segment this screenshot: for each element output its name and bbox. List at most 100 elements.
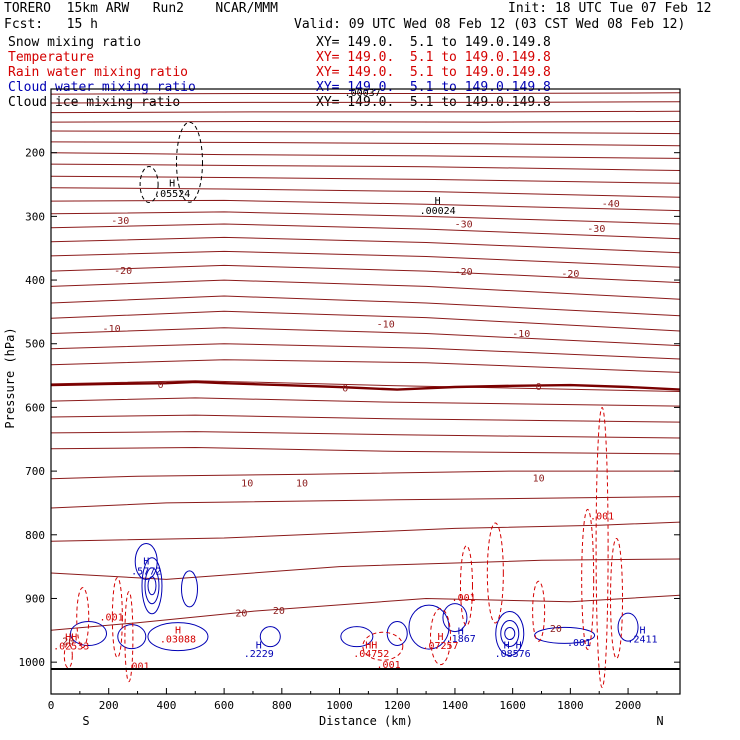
- rain-contour-4: [486, 522, 504, 624]
- field-value-label: .001: [377, 660, 401, 671]
- field-value-label: .02533: [53, 642, 89, 653]
- isotherm-t30: [50, 521, 681, 542]
- isotherm-t17: [50, 279, 681, 300]
- isotherm-t18: [50, 295, 681, 317]
- field-value-label: .001: [567, 638, 591, 649]
- legend-label-rain: Rain water mixing ratio: [8, 65, 189, 80]
- cloud-water-contour-9: [408, 604, 450, 650]
- isotherm-t31: [50, 558, 681, 580]
- field-value-label: .04752: [353, 649, 389, 660]
- cloud-water-contour-6: [147, 622, 209, 652]
- isotherm-t29: [50, 496, 681, 509]
- isotherm-t11: [50, 199, 681, 212]
- rain-contour-10: [430, 608, 452, 666]
- snow-contour-upper: [175, 121, 203, 203]
- freezing-line-group: [50, 380, 681, 391]
- isotherm-t2: [50, 101, 681, 104]
- isotherm-label: -20: [561, 269, 579, 280]
- field-value-label: .001: [452, 593, 476, 604]
- y-tick-label: 300: [25, 210, 45, 223]
- header-init: Init: 18 UTC Tue 07 Feb 12: [508, 1, 712, 16]
- cloud-water-contour-1: [141, 557, 163, 615]
- rain-contour-6: [595, 407, 609, 689]
- field-value-label: H: [639, 626, 645, 637]
- isotherm-label: 20: [235, 608, 247, 619]
- field-value-label: H: [438, 632, 444, 643]
- isotherm-t14: [50, 236, 681, 254]
- isotherm-label: -20: [114, 266, 132, 277]
- snow-contour-small: [139, 166, 159, 204]
- rain-contour-8: [610, 537, 624, 659]
- isotherm-t28: [50, 470, 680, 480]
- x-tick-label: 1000: [326, 699, 353, 712]
- field-value-label: .03088: [160, 635, 196, 646]
- field-value-label: .001: [100, 612, 124, 623]
- legend-xy-temperature: XY= 149.0. 5.1 to 149.0.149.8: [316, 50, 551, 65]
- isotherm-t16: [50, 264, 681, 284]
- legend-xy-cloud-water: XY= 149.0. 5.1 to 149.0.149.8: [316, 80, 551, 95]
- isotherm-t9: [50, 175, 681, 184]
- isotherm-label: 10: [533, 473, 545, 484]
- x-tick-label: 1400: [442, 699, 469, 712]
- legend-xy-rain: XY= 149.0. 5.1 to 149.0.149.8: [316, 65, 551, 80]
- rain-contour-0: [76, 587, 90, 649]
- end-label-south: S: [82, 714, 89, 728]
- isotherm-label: -10: [512, 329, 530, 340]
- rain-contour-3: [459, 545, 473, 627]
- field-value-label: .00024: [420, 206, 456, 217]
- isotherm-t24: [50, 397, 681, 407]
- x-tick-label: 0: [48, 699, 55, 712]
- field-value-label: H: [458, 626, 464, 637]
- legend-label-snow: Snow mixing ratio: [8, 35, 142, 50]
- rain-contour-5: [532, 580, 546, 642]
- y-tick-label: 900: [25, 592, 45, 605]
- isotherm-t22: [50, 359, 681, 373]
- y-tick-label: 200: [25, 147, 45, 160]
- rain-contour-7: [581, 508, 595, 650]
- rain-contour-11: [63, 643, 73, 669]
- y-tick-label: 600: [25, 401, 45, 414]
- field-value-label: .05524: [154, 189, 190, 200]
- isotherm-label: 10: [296, 479, 308, 490]
- cloud-water-contour-8: [340, 626, 374, 648]
- y-tick-label: 1000: [19, 656, 46, 669]
- x-tick-label: 200: [99, 699, 119, 712]
- isotherm-label: 0: [536, 382, 542, 393]
- isotherm-t21: [50, 343, 681, 360]
- isotherm-t32: [50, 594, 681, 631]
- isotherm-label: -30: [111, 216, 129, 227]
- isotherm-label: 0: [342, 384, 348, 395]
- freezing-line: [50, 380, 681, 391]
- legend-label-temperature: Temperature: [8, 50, 95, 65]
- isotherm-t12: [50, 211, 681, 225]
- y-tick-label: 500: [25, 338, 45, 351]
- cloud-water-contour-10: [442, 603, 468, 633]
- cloud-water-contour-11: [495, 611, 525, 656]
- isotherm-t19: [50, 310, 681, 332]
- contour-labels: -40 -30 -30 -30 -20 -20 -20 -10 -10 -10 0 0 0 10 10 10 2…: [53, 88, 657, 672]
- rain-contour-2: [124, 591, 134, 683]
- x-axis-label: Distance (km): [319, 714, 413, 728]
- isotherm-t1: [50, 92, 681, 95]
- header-fcst: Fcst: 15 h: [4, 17, 98, 32]
- isotherm-t15: [50, 250, 681, 268]
- isotherm-label: -10: [103, 324, 121, 335]
- isotherm-t26: [50, 431, 681, 439]
- isotherm-t23: [50, 380, 681, 392]
- isotherm-t25: [50, 414, 681, 423]
- legend-xy-snow: XY= 149.0. 5.1 to 149.0.149.8: [316, 35, 551, 50]
- cloud-water-contour-5: [117, 624, 147, 650]
- field-value-label: .5772: [131, 566, 161, 577]
- cloud-water-contour-12: [500, 620, 520, 647]
- cloud-water-contour-3: [147, 576, 157, 596]
- isotherm-label: -30: [587, 224, 605, 235]
- field-value-label: H: [256, 640, 262, 651]
- cloud-water-contour-4: [180, 570, 198, 608]
- cloud-water-contour-13: [504, 627, 516, 640]
- legend-label-cloud-water: Cloud water mixing ratio: [8, 80, 196, 95]
- isotherm-t4: [50, 120, 681, 123]
- y-axis-label: Pressure (hPa): [3, 327, 17, 428]
- isotherm-label: 20: [62, 637, 74, 648]
- x-tick-label: 1600: [499, 699, 526, 712]
- isotherm-t20: [50, 327, 681, 347]
